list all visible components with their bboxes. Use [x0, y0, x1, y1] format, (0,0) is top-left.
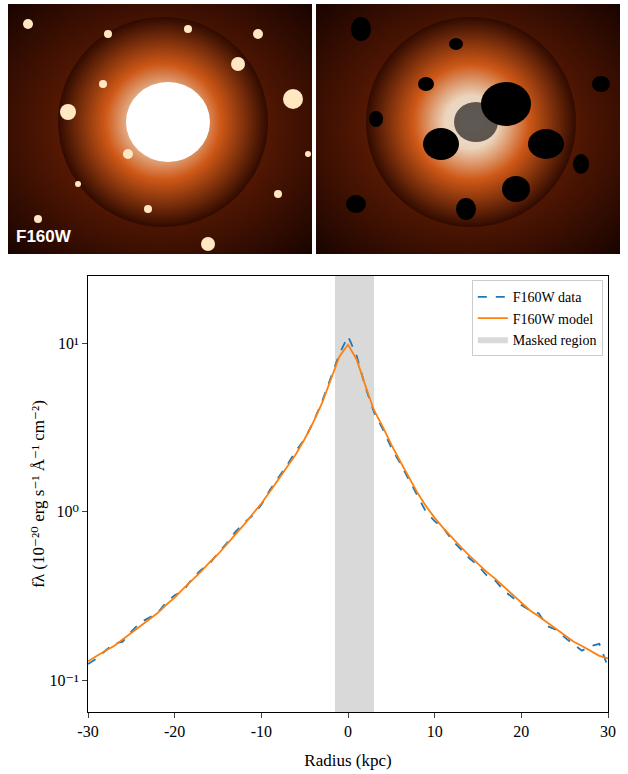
svg-text:-20: -20 — [164, 723, 185, 740]
svg-text:-30: -30 — [77, 723, 98, 740]
svg-text:F160W data: F160W data — [513, 290, 582, 305]
svg-text:Masked region: Masked region — [513, 333, 597, 348]
svg-text:F160W model: F160W model — [513, 312, 593, 327]
svg-text:30: 30 — [600, 723, 616, 740]
svg-text:F160W: F160W — [16, 227, 72, 246]
svg-text:0: 0 — [344, 723, 352, 740]
svg-text:10: 10 — [427, 723, 443, 740]
svg-text:Radius (kpc): Radius (kpc) — [304, 751, 391, 770]
svg-text:10¹: 10¹ — [58, 335, 79, 352]
svg-text:20: 20 — [513, 723, 529, 740]
svg-text:10⁰: 10⁰ — [56, 503, 78, 520]
svg-text:10⁻¹: 10⁻¹ — [50, 672, 79, 689]
svg-text:-10: -10 — [251, 723, 272, 740]
svg-text:fλ (10⁻²⁰ erg s⁻¹ Å⁻¹ cm⁻²): fλ (10⁻²⁰ erg s⁻¹ Å⁻¹ cm⁻²) — [29, 400, 48, 588]
